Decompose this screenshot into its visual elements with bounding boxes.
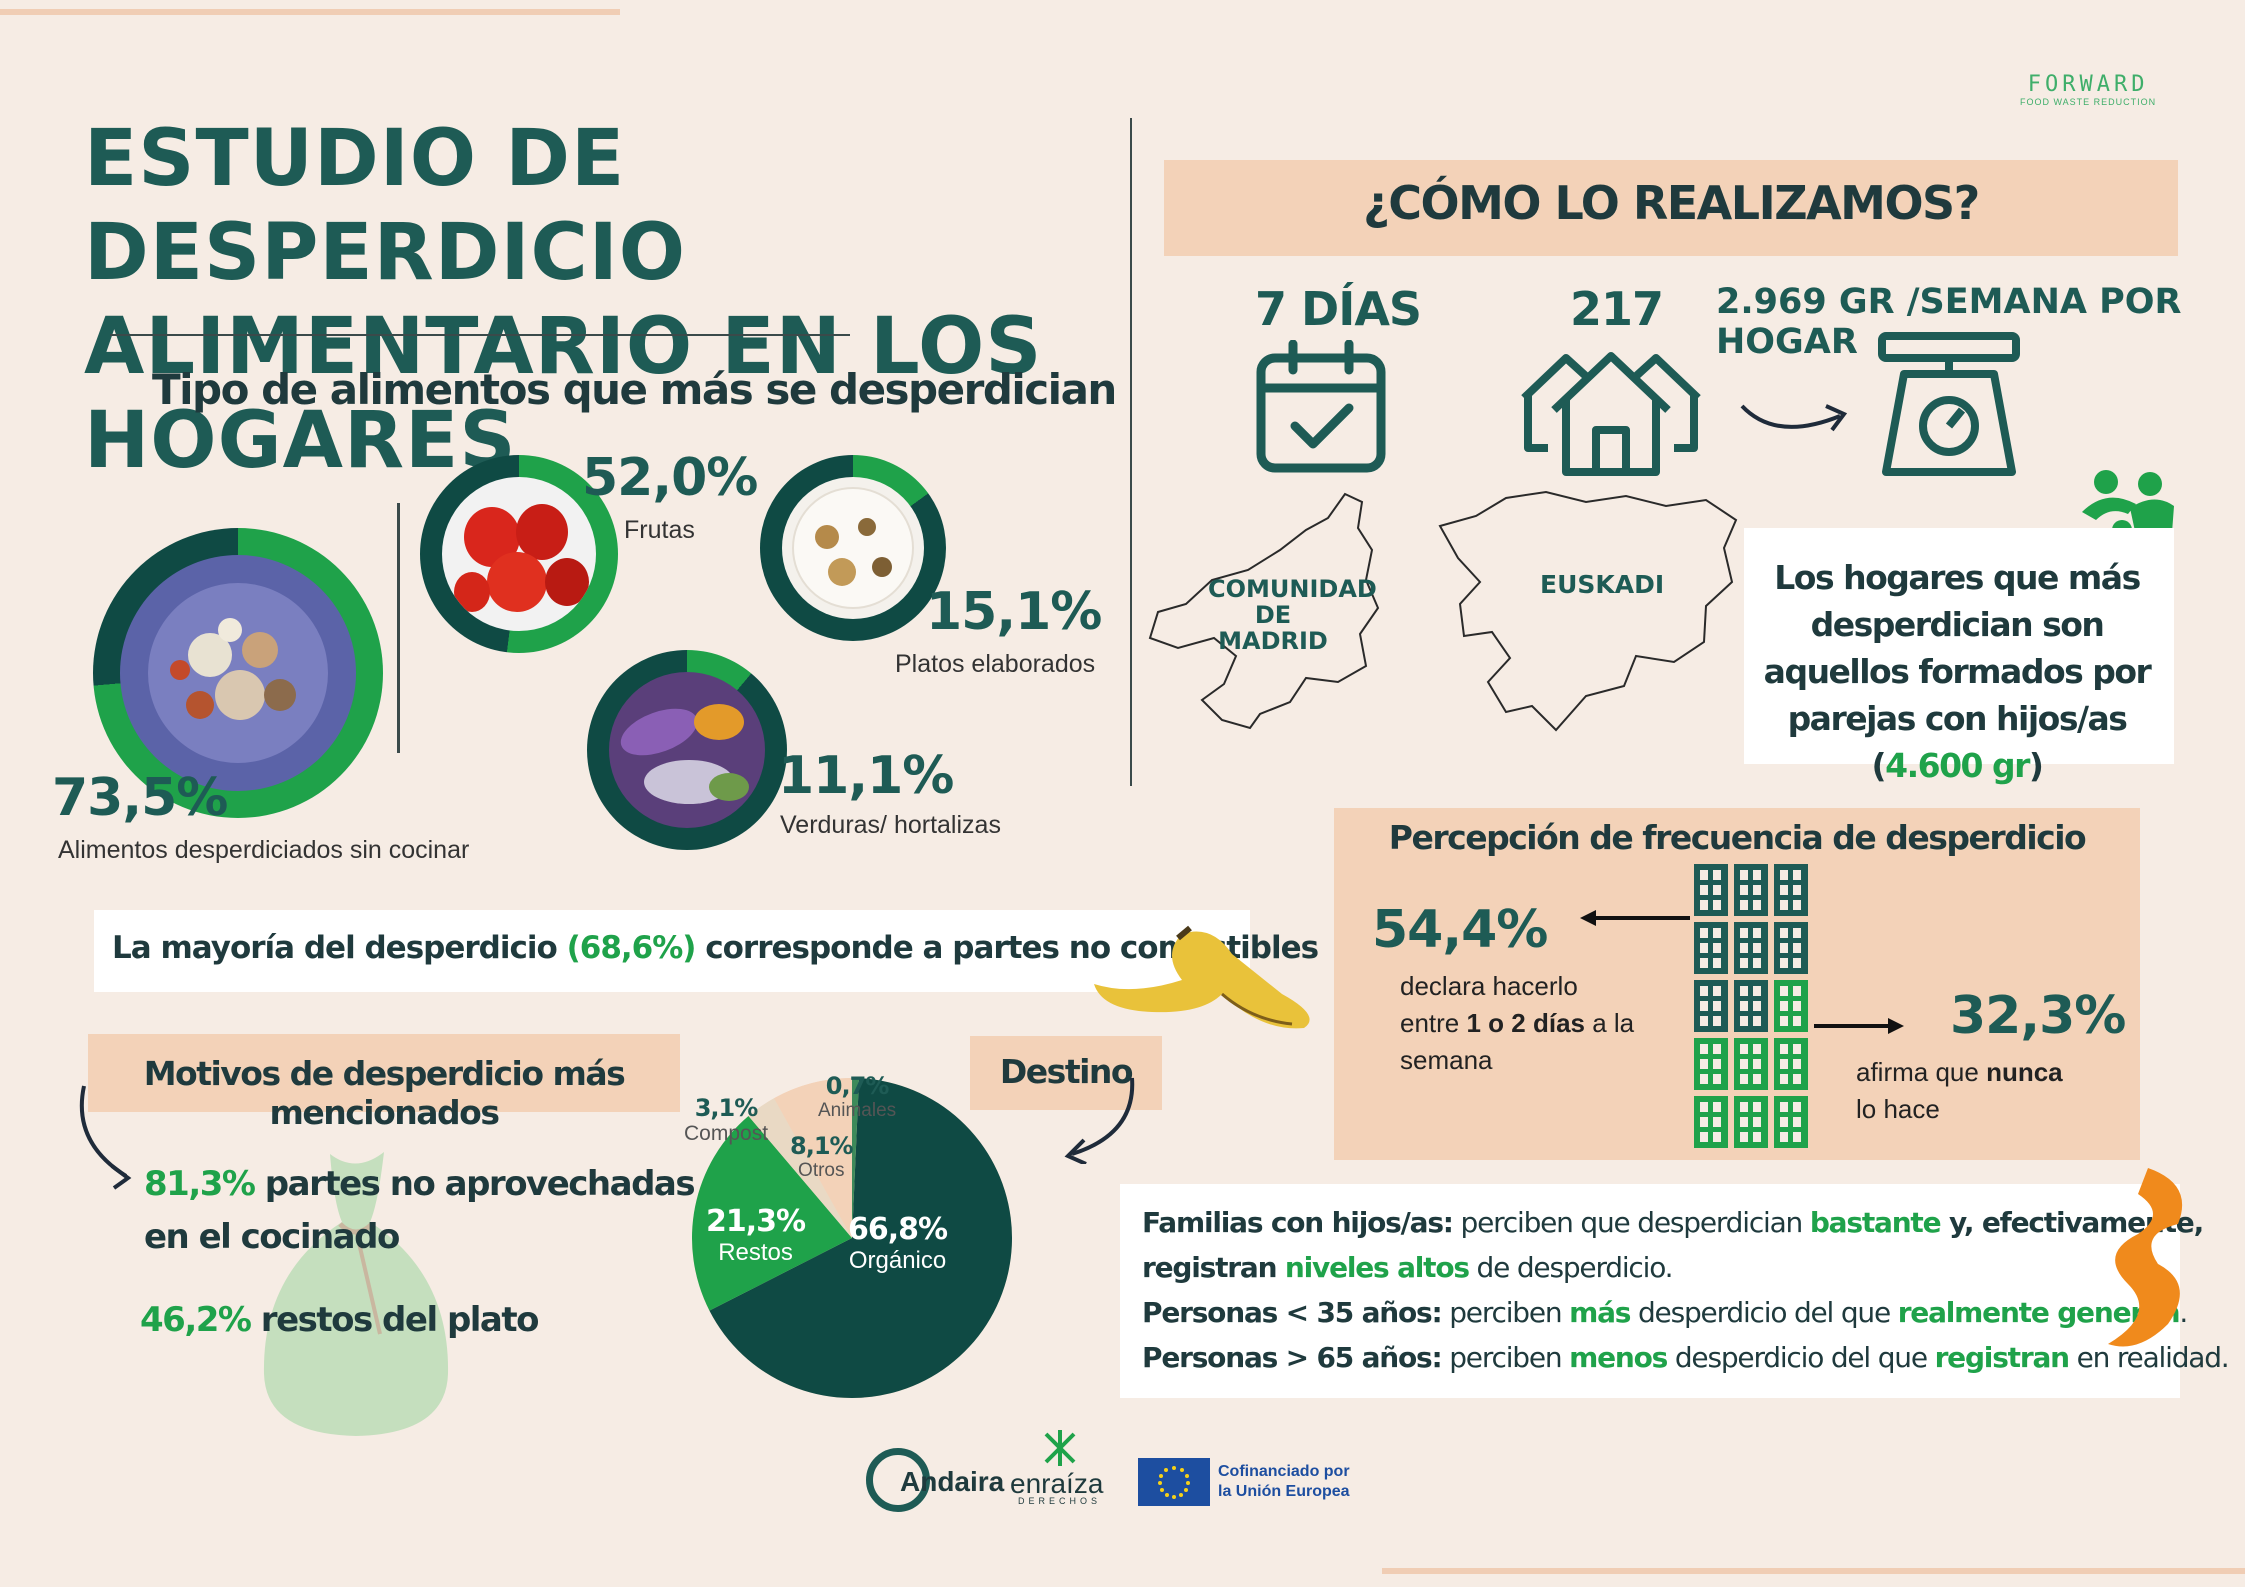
reasons-arrow-icon <box>79 1085 132 1190</box>
building-block <box>1774 1096 1808 1148</box>
banana-peel-icon <box>1094 925 1310 1029</box>
building-block <box>1694 864 1728 916</box>
building-block <box>1734 864 1768 916</box>
eu-cofinanced-text: Cofinanciado por la Unión Europea <box>1218 1463 1350 1500</box>
reason-1: 81,3% partes no aprovechadas en el cocin… <box>144 1164 696 1257</box>
arrow-left-icon <box>1580 910 1690 926</box>
trash-bag-icon <box>263 1152 449 1436</box>
uncooked-label: Alimentos desperdiciados sin cocinar <box>58 836 470 864</box>
euskadi-map <box>1438 490 1738 732</box>
building-block <box>1774 980 1808 1032</box>
arrow-right-icon <box>1814 1018 1904 1034</box>
building-block <box>1734 922 1768 974</box>
building-block <box>1694 1038 1728 1090</box>
method-banner <box>1164 160 2178 256</box>
families-box <box>1744 528 2174 764</box>
curved-arrow-icon <box>1740 404 1848 432</box>
vegetables-label: Verduras/ hortalizas <box>780 811 1001 839</box>
building-block <box>1774 1038 1808 1090</box>
pie-label-compost: 3,1% Compost <box>684 1094 769 1145</box>
houses-icon <box>1521 352 1701 476</box>
vegetables-photo <box>609 672 765 828</box>
building-block <box>1734 980 1768 1032</box>
inedible-bar <box>94 910 1250 992</box>
method-heading: ¿CÓMO LO REALIZAMOS? <box>1363 176 1980 230</box>
vertical-divider <box>1130 118 1132 786</box>
title-divider <box>110 334 850 336</box>
buildings-icon <box>1694 864 1808 1148</box>
destino-heading: Destino <box>999 1052 1134 1091</box>
madrid-map <box>1148 492 1380 730</box>
building-block <box>1694 980 1728 1032</box>
building-block <box>1774 922 1808 974</box>
building-block <box>1774 864 1808 916</box>
building-block <box>1694 922 1728 974</box>
frequency-right-value: 32,3% <box>1950 986 2126 1046</box>
andaira-logo-icon <box>866 1448 930 1512</box>
perception-text: Familias con hijos/as: perciben que desp… <box>1142 1206 2230 1374</box>
pie-slice-restos <box>692 1116 852 1311</box>
frequency-right-text: afirma que nunca lo hace <box>1856 1057 2063 1124</box>
bottom-decor-line <box>1382 1568 2245 1574</box>
top-decor-line <box>0 9 620 15</box>
building-block <box>1734 1096 1768 1148</box>
pie-slice-compost <box>748 1098 852 1238</box>
dishes-label: Platos elaborados <box>895 650 1096 678</box>
building-block <box>1694 1096 1728 1148</box>
euskadi-label: EUSKADI <box>1540 570 1665 599</box>
dishes-percentage: 15,1% <box>926 582 1102 642</box>
building-block <box>1734 1038 1768 1090</box>
perception-box <box>1120 1184 2180 1398</box>
frequency-heading: Percepción de frecuencia de desperdicio <box>1388 818 2087 857</box>
forward-logo: FORWARD FOOD WASTE REDUCTION <box>2020 72 2157 107</box>
reasons-heading: Motivos de desperdicio más mencionados <box>143 1054 626 1132</box>
families-text: Los hogares que más desperdician son aqu… <box>1763 558 2152 785</box>
scale-icon <box>1878 332 2020 476</box>
fruits-percentage: 52,0% <box>582 448 758 508</box>
pie-slice-animales <box>852 1078 860 1238</box>
pie-label-organico: 66,8% Orgánico <box>848 1212 948 1274</box>
food-types-heading: Tipo de alimentos que más se desperdicia… <box>152 365 1117 414</box>
fruits-label: Frutas <box>624 516 695 544</box>
uncooked-percentage: 73,5% <box>52 768 228 828</box>
pie-slice-organico <box>709 1078 1012 1398</box>
enraiza-logo-icon <box>1044 1430 1076 1466</box>
pie-slice-otros <box>774 1078 852 1238</box>
enraiza-logo-sub: DERECHOS <box>1018 1496 1102 1506</box>
page-title: ESTUDIO DE DESPERDICIO ALIMENTARIO EN LO… <box>84 114 1043 486</box>
eu-flag-icon <box>1138 1458 1210 1506</box>
pie-label-otros: 8,1% Otros <box>790 1132 854 1181</box>
orange-peel-icon <box>2108 1168 2183 1347</box>
strawberries-photo <box>442 477 596 631</box>
pie-label-restos: 21,3% Restos <box>706 1204 806 1266</box>
dishes-photo <box>782 477 924 619</box>
reasons-banner <box>88 1034 680 1112</box>
pie-label-animales: 0,7% Animales <box>818 1072 897 1121</box>
enraiza-logo-text: enraíza <box>1010 1468 1104 1499</box>
vegetables-percentage: 11,1% <box>778 746 954 806</box>
calendar-icon <box>1256 340 1386 473</box>
madrid-label: COMUNIDAD DE MADRID <box>1208 575 1377 655</box>
destino-pie-chart <box>692 1078 1012 1398</box>
households-value: 217 <box>1570 282 1664 336</box>
destino-arrow-icon <box>1064 1077 1135 1164</box>
reason-2: 46,2% restos del plato <box>140 1300 539 1340</box>
frequency-left-text: declara hacerlo entre 1 o 2 días a la se… <box>1400 971 1635 1075</box>
frequency-left-value: 54,4% <box>1372 900 1548 960</box>
donut-divider <box>397 503 400 753</box>
andaira-logo-text: Andaira <box>900 1466 1005 1497</box>
days-value: 7 DÍAS <box>1255 282 1422 336</box>
trash-bin-photo <box>120 555 356 791</box>
weight-value: 2.969 GR /SEMANA POR HOGAR <box>1716 282 2182 362</box>
